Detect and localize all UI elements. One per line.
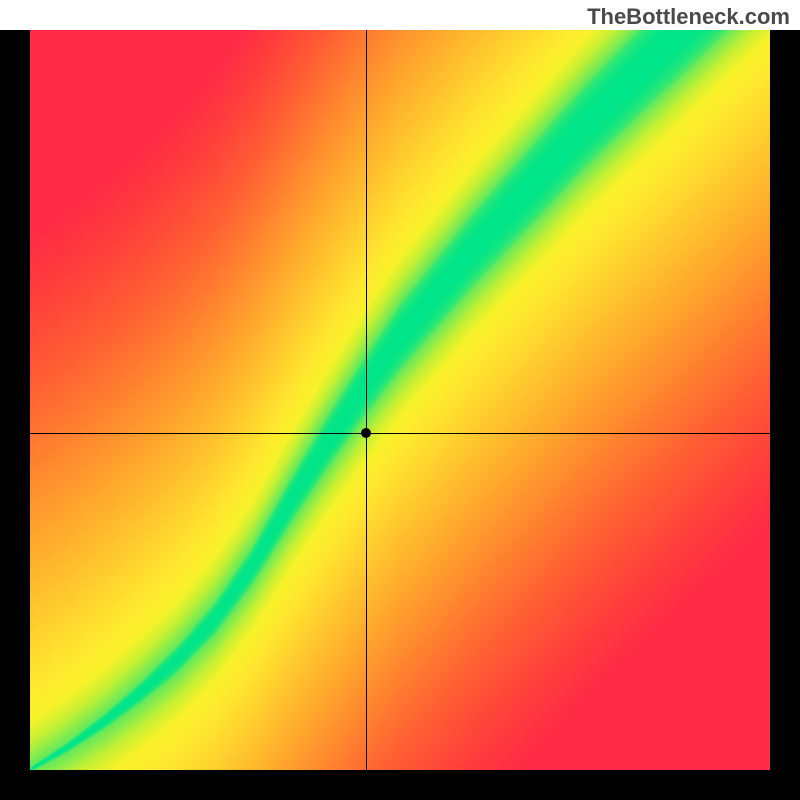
crosshair-horizontal [30, 433, 770, 434]
marker-dot [361, 428, 371, 438]
crosshair-vertical [366, 30, 367, 770]
heatmap-canvas [30, 30, 770, 770]
chart-frame [0, 30, 800, 800]
heatmap-plot [30, 30, 770, 770]
watermark-text: TheBottleneck.com [587, 4, 790, 30]
